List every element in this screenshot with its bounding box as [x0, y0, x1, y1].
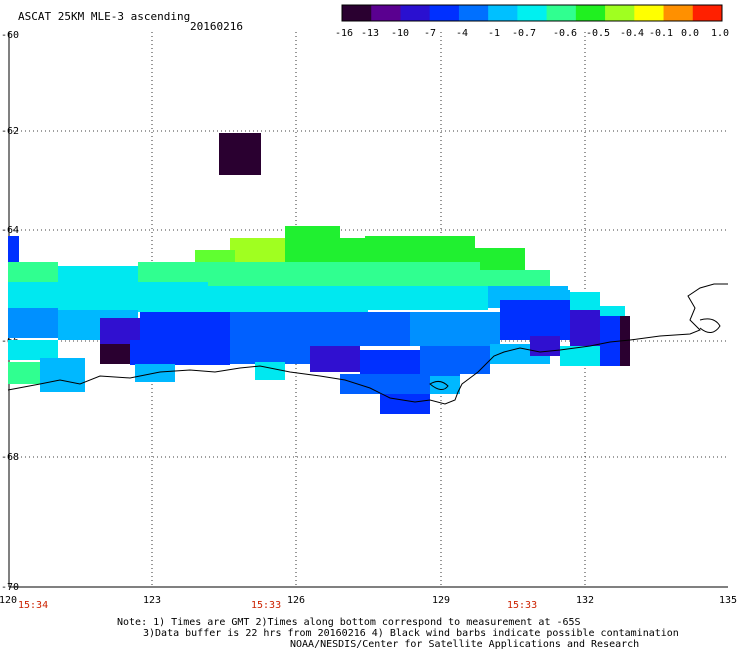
lon-tick-label: 132	[576, 595, 594, 606]
note-line-3: NOAA/NESDIS/Center for Satellite Applica…	[290, 639, 640, 650]
colorbar-segment	[634, 5, 665, 21]
map-date: 20160216	[190, 20, 243, 33]
colorbar-segment	[342, 5, 372, 21]
data-pixel	[290, 262, 370, 290]
colorbar-label: -0.7	[512, 28, 536, 39]
colorbar-label: -4	[456, 28, 468, 39]
lat-tick-label: -70	[1, 582, 19, 593]
time-label: 15:34	[18, 600, 49, 611]
colorbar-segment	[575, 5, 606, 21]
data-pixel	[8, 236, 19, 276]
time-label: 15:33	[507, 600, 538, 611]
data-pixel	[130, 340, 230, 365]
lat-tick-label: -64	[1, 225, 19, 236]
coastline-island	[429, 380, 449, 390]
data-pixel	[219, 133, 261, 175]
data-pixel	[8, 282, 208, 312]
note-line-1: Note: 1) Times are GMT 2)Times along bot…	[117, 617, 581, 628]
colorbar-segment	[692, 5, 723, 21]
coastline-island	[699, 318, 721, 333]
data-pixel	[570, 310, 600, 350]
lat-tick-label: -68	[1, 452, 19, 463]
colorbar-segment	[429, 5, 460, 21]
data-pixel	[368, 286, 488, 310]
lon-tick-label: 135	[719, 595, 737, 606]
lat-tick-label: -60	[1, 30, 19, 41]
colorbar-segment	[400, 5, 431, 21]
lon-tick-label: 129	[432, 595, 450, 606]
colorbar-frame	[341, 4, 723, 22]
data-pixel	[40, 358, 85, 392]
data-pixel	[200, 262, 290, 288]
data-pixel	[365, 236, 475, 266]
colorbar-segment	[458, 5, 489, 21]
colorbar-label: -16	[335, 28, 353, 39]
colorbar-segment	[517, 5, 548, 21]
data-pixel	[100, 344, 130, 364]
colorbar-label: -7	[424, 28, 436, 39]
colorbar-label: -1	[488, 28, 500, 39]
data-pixel	[230, 312, 310, 346]
data-pixel	[380, 394, 430, 414]
colorbar-segment	[488, 5, 518, 21]
data-pixel	[8, 308, 58, 338]
lat-tick-label: -62	[1, 126, 19, 137]
note-line-2: 3)Data buffer is 22 hrs from 20160216 4)…	[143, 628, 679, 639]
data-pixel	[600, 316, 620, 366]
time-label: 15:33	[251, 600, 282, 611]
data-pixel	[255, 362, 285, 380]
data-pixel	[230, 238, 290, 264]
data-pixel	[560, 346, 600, 366]
data-pixel	[570, 292, 600, 312]
data-pixel	[230, 344, 310, 364]
data-pixel	[480, 270, 550, 290]
lon-tick-label: 123	[143, 595, 161, 606]
colorbar-label: 0.0	[681, 28, 699, 39]
colorbar-label: 1.0	[711, 28, 729, 39]
colorbar-segment	[605, 5, 635, 21]
lon-tick-label: 126	[287, 595, 305, 606]
data-pixel	[370, 262, 480, 288]
colorbar-label: -0.1	[649, 28, 673, 39]
colorbar-label: -13	[361, 28, 379, 39]
data-pixel	[360, 350, 420, 375]
colorbar-label: -0.4	[620, 28, 644, 39]
data-pixel	[500, 300, 570, 340]
data-pixel	[285, 226, 340, 264]
data-pixel	[310, 346, 360, 372]
data-pixel	[310, 312, 410, 346]
data-pixel	[8, 262, 58, 282]
colorbar-label: -0.5	[586, 28, 610, 39]
data-pixel	[530, 336, 560, 356]
data-pixel	[430, 376, 460, 394]
colorbar-label: -10	[391, 28, 409, 39]
data-pixel	[8, 340, 58, 360]
data-pixel	[208, 286, 368, 314]
coastline	[7, 283, 728, 405]
colorbar-segment	[546, 5, 577, 21]
colorbar-segment	[663, 5, 694, 21]
colorbar-label: -0.6	[553, 28, 577, 39]
data-pixel	[410, 312, 500, 346]
data-pixel	[420, 346, 490, 374]
lon-tick-label: 120	[0, 595, 17, 606]
map-title: ASCAT 25KM MLE-3 ascending	[18, 10, 191, 23]
colorbar-segment	[371, 5, 401, 21]
